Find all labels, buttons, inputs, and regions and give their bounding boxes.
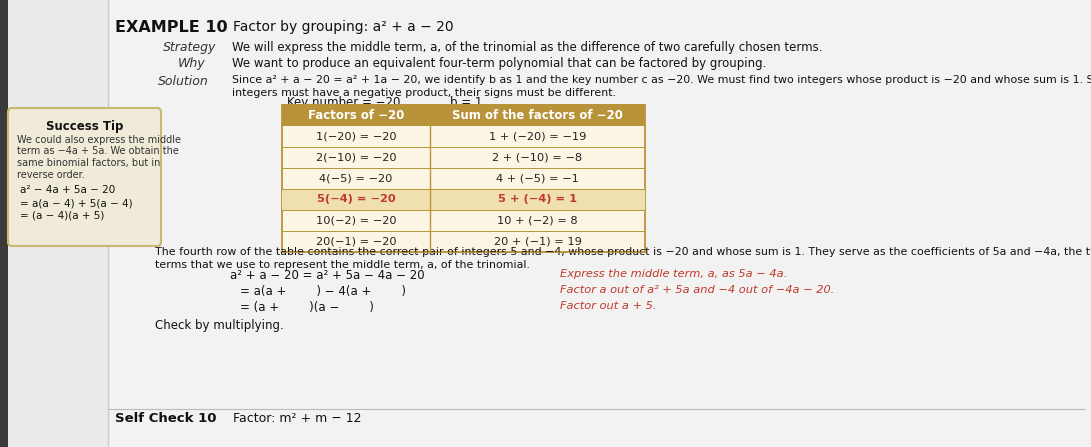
Text: We want to produce an equivalent four-term polynomial that can be factored by gr: We want to produce an equivalent four-te…	[232, 57, 766, 70]
Text: = a(a +        ) − 4(a +        ): = a(a + ) − 4(a + )	[240, 285, 406, 298]
Text: Since a² + a − 20 = a² + 1a − 20, we identify b as 1 and the key number c as −20: Since a² + a − 20 = a² + 1a − 20, we ide…	[232, 75, 1091, 85]
Text: same binomial factors, but in: same binomial factors, but in	[17, 158, 160, 168]
Text: Factor out a + 5.: Factor out a + 5.	[560, 301, 657, 311]
Text: We could also express the middle: We could also express the middle	[17, 135, 181, 145]
Text: We will express the middle term, a, of the trinomial as the difference of two ca: We will express the middle term, a, of t…	[232, 41, 823, 54]
Text: Solution: Solution	[158, 75, 208, 88]
Text: terms that we use to represent the middle term, a, of the trinomial.: terms that we use to represent the middl…	[155, 260, 530, 270]
Text: = (a − 4)(a + 5): = (a − 4)(a + 5)	[20, 211, 105, 221]
Text: 1 + (−20) = −19: 1 + (−20) = −19	[489, 131, 586, 142]
Text: Express the middle term, a, as 5a − 4a.: Express the middle term, a, as 5a − 4a.	[560, 269, 788, 279]
Text: Factor by grouping: a² + a − 20: Factor by grouping: a² + a − 20	[233, 20, 454, 34]
FancyBboxPatch shape	[8, 108, 161, 246]
Bar	[281, 105, 645, 126]
Text: Why: Why	[178, 57, 205, 70]
Text: 2(−10) = −20: 2(−10) = −20	[315, 152, 396, 163]
Text: Check by multiplying.: Check by multiplying.	[155, 319, 284, 332]
Text: Success Tip: Success Tip	[46, 120, 123, 133]
Text: 4 + (−5) = −1: 4 + (−5) = −1	[496, 173, 579, 184]
Text: = a(a − 4) + 5(a − 4): = a(a − 4) + 5(a − 4)	[20, 198, 133, 208]
Text: 10(−2) = −20: 10(−2) = −20	[315, 215, 396, 225]
Text: Factor: m² + m − 12: Factor: m² + m − 12	[233, 412, 361, 425]
Text: The fourth row of the table contains the correct pair of integers 5 and −4, whos: The fourth row of the table contains the…	[155, 247, 1091, 257]
Text: Self Check 10: Self Check 10	[115, 412, 216, 425]
Text: a² + a − 20 = a² + 5a − 4a − 20: a² + a − 20 = a² + 5a − 4a − 20	[230, 269, 424, 282]
Text: Factor a out of a² + 5a and −4 out of −4a − 20.: Factor a out of a² + 5a and −4 out of −4…	[560, 285, 835, 295]
Text: Factors of −20: Factors of −20	[308, 109, 404, 122]
Text: reverse order.: reverse order.	[17, 169, 85, 180]
Text: Strategy: Strategy	[163, 41, 216, 54]
Text: integers must have a negative product, their signs must be different.: integers must have a negative product, t…	[232, 88, 616, 98]
Text: b = 1: b = 1	[449, 96, 482, 109]
Text: 1(−20) = −20: 1(−20) = −20	[315, 131, 396, 142]
Text: term as −4a + 5a. We obtain the: term as −4a + 5a. We obtain the	[17, 147, 179, 156]
Text: 5 + (−4) = 1: 5 + (−4) = 1	[497, 194, 577, 204]
Text: EXAMPLE 10: EXAMPLE 10	[115, 20, 228, 35]
Bar	[281, 105, 645, 252]
Text: 2 + (−10) = −8: 2 + (−10) = −8	[492, 152, 583, 163]
Text: = (a +        )(a −        ): = (a + )(a − )	[240, 301, 374, 314]
Text: Key number = −20: Key number = −20	[287, 96, 400, 109]
Bar	[281, 189, 645, 210]
Text: 20(−1) = −20: 20(−1) = −20	[315, 236, 396, 246]
Text: a² − 4a + 5a − 20: a² − 4a + 5a − 20	[20, 185, 116, 195]
Bar	[0, 0, 8, 447]
Text: 10 + (−2) = 8: 10 + (−2) = 8	[497, 215, 578, 225]
Text: 20 + (−1) = 19: 20 + (−1) = 19	[493, 236, 582, 246]
Text: 4(−5) = −20: 4(−5) = −20	[320, 173, 393, 184]
Text: 5(−4) = −20: 5(−4) = −20	[316, 194, 395, 204]
Text: Sum of the factors of −20: Sum of the factors of −20	[452, 109, 623, 122]
